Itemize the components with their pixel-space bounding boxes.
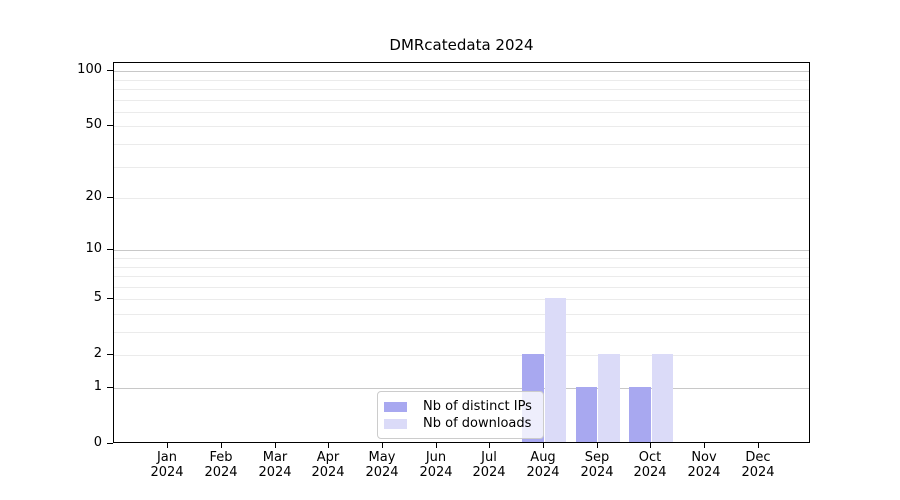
gridline [114,287,809,288]
legend-label-distinct-ips: Nb of distinct IPs [423,399,532,414]
bar-downloads [598,354,620,442]
x-tick-mark [382,443,383,448]
y-tick-label: 5 [93,290,102,305]
y-tick-label: 1 [93,379,102,394]
legend: Nb of distinct IPs Nb of downloads [377,391,544,439]
gridline [114,355,809,356]
x-tick-mark [704,443,705,448]
y-tick-label: 100 [77,62,102,77]
x-tick-label: Oct 2024 [633,450,667,480]
x-tick-mark [650,443,651,448]
gridline [114,167,809,168]
x-tick-label: Apr 2024 [311,450,345,480]
x-tick-label: Dec 2024 [741,450,775,480]
gridline [114,80,809,81]
gridline [114,388,809,389]
y-tick-label: 0 [93,435,102,450]
bar-distinct-ips [629,387,651,442]
legend-swatch-distinct-ips-icon [384,402,407,412]
x-tick-mark [436,443,437,448]
plot-area: Nb of distinct IPs Nb of downloads [113,62,810,443]
legend-item-distinct-ips: Nb of distinct IPs [384,399,535,415]
x-tick-label: Mar 2024 [258,450,292,480]
x-tick-mark [221,443,222,448]
x-tick-label: Jun 2024 [419,450,453,480]
x-tick-mark [167,443,168,448]
x-tick-label: Sep 2024 [580,450,614,480]
gridline [114,332,809,333]
y-tick-label: 2 [93,346,102,361]
bar-distinct-ips [575,387,598,442]
gridline [114,126,809,127]
y-tick-label: 20 [85,189,102,204]
gridline [114,267,809,268]
x-tick-mark [489,443,490,448]
x-tick-label: Nov 2024 [687,450,721,480]
gridline [114,100,809,101]
x-tick-label: Aug 2024 [526,450,560,480]
y-tick-mark [107,70,113,71]
gridline [114,144,809,145]
x-tick-mark [275,443,276,448]
gridlines-layer [114,63,809,442]
chart-title: DMRcatedata 2024 [389,36,534,54]
bars-layer [114,63,809,442]
y-tick-mark [107,249,113,250]
gridline [114,71,809,72]
x-tick-label: Jan 2024 [150,450,184,480]
x-tick-label: Feb 2024 [204,450,238,480]
gridline [114,250,809,251]
y-tick-mark [107,354,113,355]
y-tick-mark [107,298,113,299]
gridline [114,299,809,300]
gridline [114,276,809,277]
gridline [114,89,809,90]
y-tick-label: 50 [85,117,102,132]
gridline [114,198,809,199]
bar-downloads [544,298,567,442]
x-tick-mark [328,443,329,448]
y-tick-mark [107,197,113,198]
y-tick-mark [107,125,113,126]
x-tick-mark [543,443,544,448]
x-tick-mark [758,443,759,448]
gridline [114,258,809,259]
y-tick-mark [107,387,113,388]
gridline [114,314,809,315]
x-tick-mark [597,443,598,448]
bar-downloads [651,354,674,442]
legend-swatch-downloads-icon [384,419,407,429]
gridline [114,112,809,113]
y-tick-label: 10 [85,241,102,256]
y-tick-mark [107,443,113,444]
x-tick-label: May 2024 [365,450,399,480]
legend-label-downloads: Nb of downloads [423,416,532,431]
legend-item-downloads: Nb of downloads [384,416,535,432]
x-tick-label: Jul 2024 [472,450,506,480]
